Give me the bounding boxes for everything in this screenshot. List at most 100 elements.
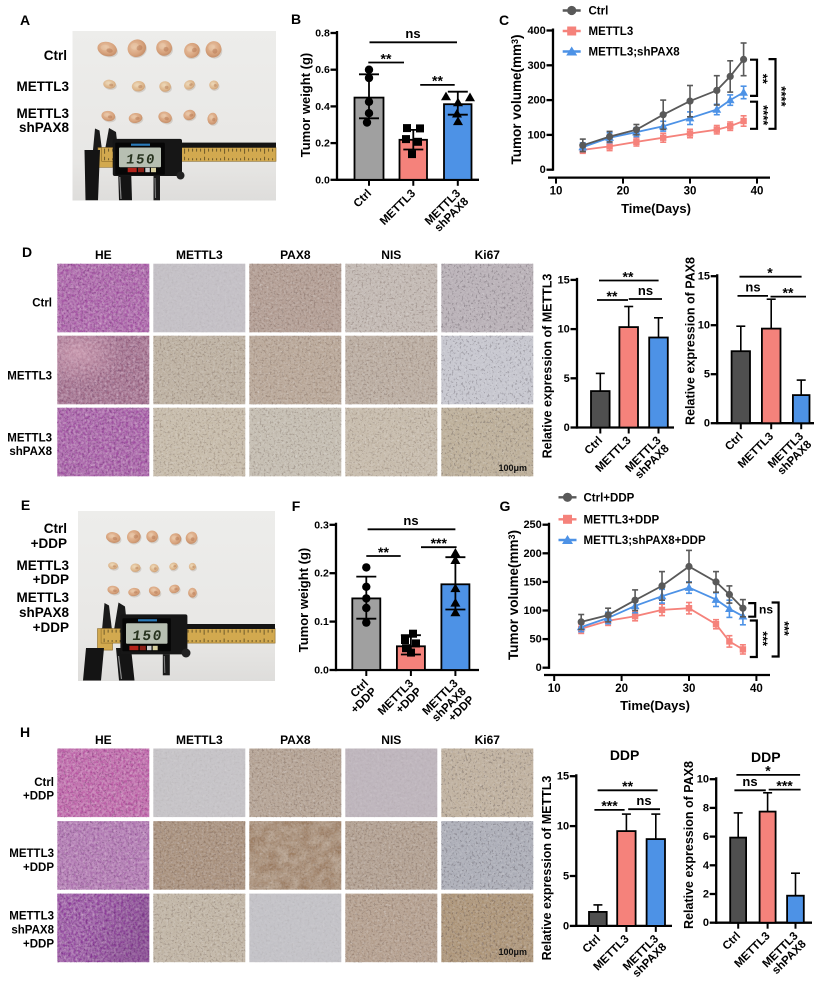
svg-text:METTL3+DDP: METTL3+DDP bbox=[584, 515, 660, 527]
svg-text:METTL3: METTL3 bbox=[17, 79, 70, 94]
svg-text:Time(Days): Time(Days) bbox=[620, 698, 690, 713]
svg-text:PAX8: PAX8 bbox=[280, 248, 311, 262]
svg-text:**: ** bbox=[783, 284, 794, 300]
svg-text:METTL3;shPAX8+DDP: METTL3;shPAX8+DDP bbox=[584, 535, 706, 547]
svg-text:300: 300 bbox=[527, 60, 545, 72]
svg-text:**: ** bbox=[622, 778, 633, 794]
svg-text:ns: ns bbox=[405, 26, 420, 41]
svg-text:Ki67: Ki67 bbox=[475, 248, 501, 262]
svg-text:Ctrl: Ctrl bbox=[44, 521, 67, 536]
svg-text:+DDP: +DDP bbox=[31, 536, 67, 551]
svg-text:DDP: DDP bbox=[751, 749, 781, 765]
svg-text:0.0: 0.0 bbox=[314, 665, 329, 677]
svg-text:0.8: 0.8 bbox=[315, 28, 330, 40]
svg-text:10: 10 bbox=[550, 186, 563, 198]
svg-text:***: *** bbox=[601, 798, 618, 814]
svg-text:100: 100 bbox=[523, 605, 541, 617]
svg-text:4: 4 bbox=[703, 860, 710, 872]
svg-text:PAX8: PAX8 bbox=[280, 733, 311, 747]
svg-text:METTL3;shPAX8: METTL3;shPAX8 bbox=[589, 47, 681, 59]
svg-text:200: 200 bbox=[523, 548, 541, 560]
svg-text:ns: ns bbox=[403, 513, 418, 528]
svg-text:E: E bbox=[21, 497, 30, 513]
svg-text:0.2: 0.2 bbox=[314, 568, 329, 580]
svg-text:HE: HE bbox=[95, 248, 112, 262]
svg-text:METTL3: METTL3 bbox=[17, 558, 70, 573]
svg-text:Tumor weight (g): Tumor weight (g) bbox=[296, 548, 311, 652]
svg-text:METTL3: METTL3 bbox=[17, 106, 70, 121]
svg-text:***: *** bbox=[431, 535, 448, 551]
svg-text:100: 100 bbox=[527, 129, 545, 141]
svg-text:+DDP: +DDP bbox=[23, 862, 54, 874]
svg-text:5: 5 bbox=[564, 373, 570, 385]
svg-text:50: 50 bbox=[530, 634, 542, 646]
svg-text:+DDP: +DDP bbox=[23, 791, 54, 803]
svg-text:F: F bbox=[292, 498, 301, 514]
svg-text:ns: ns bbox=[636, 793, 651, 808]
svg-text:6: 6 bbox=[703, 831, 709, 843]
svg-text:100μm: 100μm bbox=[498, 463, 527, 473]
svg-text:Relative expression of PAX8: Relative expression of PAX8 bbox=[682, 761, 696, 929]
svg-text:10: 10 bbox=[698, 320, 710, 332]
svg-text:METTL3: METTL3 bbox=[17, 590, 70, 605]
svg-text:Relative expression of METTL3: Relative expression of METTL3 bbox=[541, 274, 555, 459]
svg-text:8: 8 bbox=[703, 802, 709, 814]
svg-text:200: 200 bbox=[527, 95, 545, 107]
svg-text:Tumor volume(mm3): Tumor volume(mm3) bbox=[509, 34, 524, 164]
svg-text:150: 150 bbox=[523, 576, 541, 588]
svg-text:***: *** bbox=[776, 777, 793, 793]
svg-text:+DDP: +DDP bbox=[33, 620, 69, 635]
svg-text:****: **** bbox=[756, 105, 771, 126]
svg-text:0: 0 bbox=[564, 422, 570, 434]
svg-text:NIS: NIS bbox=[381, 733, 401, 747]
svg-text:Ctrl: Ctrl bbox=[589, 6, 609, 18]
svg-text:**: ** bbox=[623, 268, 634, 284]
svg-text:0.2: 0.2 bbox=[315, 138, 330, 150]
svg-text:METTL3: METTL3 bbox=[9, 848, 54, 860]
svg-text:0: 0 bbox=[704, 418, 710, 430]
svg-text:**: ** bbox=[432, 73, 443, 89]
svg-text:30: 30 bbox=[684, 186, 697, 198]
svg-text:5: 5 bbox=[563, 871, 569, 883]
svg-text:0.3: 0.3 bbox=[314, 519, 329, 531]
svg-text:C: C bbox=[499, 12, 509, 28]
svg-text:0: 0 bbox=[540, 164, 546, 176]
svg-text:**: ** bbox=[755, 74, 770, 85]
svg-text:Ctrl: Ctrl bbox=[44, 48, 67, 63]
svg-text:15: 15 bbox=[698, 271, 710, 283]
svg-text:METTL3: METTL3 bbox=[7, 433, 52, 445]
svg-text:*: * bbox=[767, 265, 773, 281]
svg-text:****: **** bbox=[774, 86, 789, 107]
svg-text:Relative expression of METTL3: Relative expression of METTL3 bbox=[540, 776, 554, 961]
svg-text:100μm: 100μm bbox=[498, 947, 527, 957]
svg-text:Relative expression of PAX8: Relative expression of PAX8 bbox=[684, 257, 698, 425]
svg-text:NIS: NIS bbox=[381, 248, 401, 262]
svg-text:shPAX8: shPAX8 bbox=[19, 605, 70, 620]
svg-text:0.6: 0.6 bbox=[315, 64, 330, 76]
svg-text:**: ** bbox=[381, 50, 392, 66]
svg-text:400: 400 bbox=[527, 25, 545, 37]
svg-text:0: 0 bbox=[536, 662, 542, 674]
svg-text:H: H bbox=[20, 724, 30, 740]
svg-text:10: 10 bbox=[558, 324, 570, 336]
svg-text:10: 10 bbox=[548, 683, 561, 695]
svg-text:0.0: 0.0 bbox=[315, 174, 330, 186]
svg-text:METTL3: METTL3 bbox=[7, 371, 52, 383]
svg-text:ns: ns bbox=[745, 280, 760, 295]
svg-text:DDP: DDP bbox=[610, 747, 640, 763]
svg-text:HE: HE bbox=[95, 733, 112, 747]
svg-text:5: 5 bbox=[704, 369, 710, 381]
svg-text:30: 30 bbox=[683, 683, 696, 695]
svg-text:Tumor volume(mm3): Tumor volume(mm3) bbox=[506, 530, 521, 660]
svg-text:METTL3: METTL3 bbox=[176, 248, 223, 262]
svg-text:40: 40 bbox=[750, 683, 763, 695]
svg-text:10: 10 bbox=[697, 774, 709, 786]
svg-text:shPAX8: shPAX8 bbox=[11, 925, 54, 937]
svg-text:ns: ns bbox=[742, 774, 757, 789]
svg-text:250: 250 bbox=[523, 519, 541, 531]
svg-text:G: G bbox=[500, 498, 511, 514]
svg-text:A: A bbox=[20, 12, 30, 28]
svg-text:Ki67: Ki67 bbox=[475, 733, 501, 747]
svg-text:Ctrl: Ctrl bbox=[34, 777, 54, 789]
svg-text:Tumor weight (g): Tumor weight (g) bbox=[298, 53, 313, 157]
